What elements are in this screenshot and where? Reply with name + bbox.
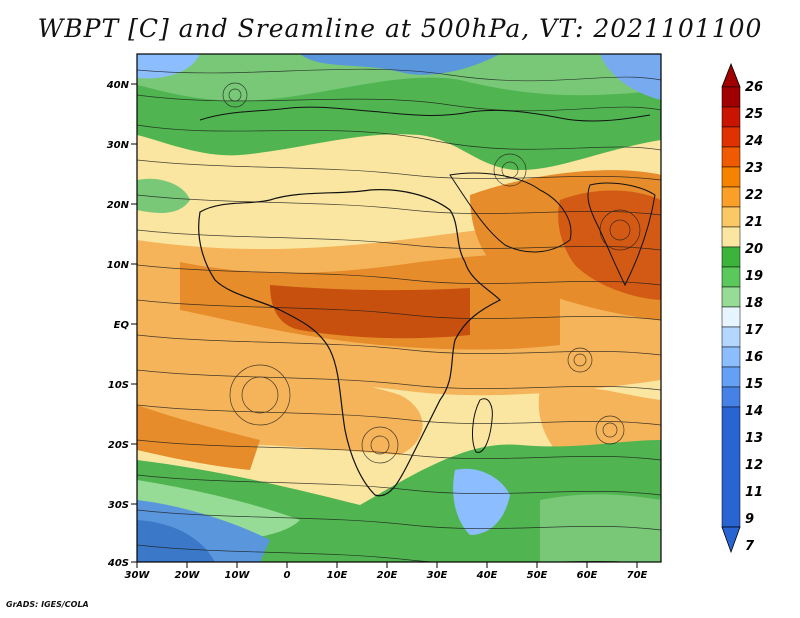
longitude-axis: 30W 20W 10W 0 10E 20E 30E 40E 50E 60E 70…: [125, 562, 648, 581]
colorbar-top-arrow: [721, 62, 741, 88]
colorbar-swatch-25-26: [721, 86, 741, 108]
colorbar-label-7: 7: [745, 539, 755, 554]
lon-label-10w: 10W: [225, 570, 251, 581]
lon-label-20e: 20E: [377, 570, 398, 581]
field-south-indian-blue: [453, 468, 510, 535]
credit-footer: GrADS: IGES/COLA: [6, 600, 89, 609]
colorbar-label-25: 25: [745, 107, 763, 122]
colorbar-swatch-18-19: [721, 226, 741, 248]
lat-label-40n: 40N: [106, 80, 130, 91]
lat-label-20n: 20N: [107, 200, 130, 211]
colorbar-swatch-23-24: [721, 126, 741, 148]
field-northwest-blue: [137, 54, 200, 79]
colorbar-swatch-7-9: [721, 406, 741, 528]
africa-coastline: [198, 189, 502, 497]
map-panel[interactable]: [137, 54, 661, 565]
lon-label-30w: 30W: [125, 570, 151, 581]
colorbar-swatch-15-16: [721, 286, 741, 308]
colorbar-swatch-12-13: [721, 346, 741, 368]
lon-label-20w: 20W: [175, 570, 201, 581]
colorbar-label-19: 19: [745, 269, 763, 284]
lat-label-eq: EQ: [114, 320, 130, 331]
colorbar-swatch-14-15: [721, 306, 741, 328]
colorbar-label-16: 16: [745, 350, 763, 365]
lat-label-40s: 40S: [107, 558, 129, 569]
colorbar-label-24: 24: [745, 134, 763, 149]
field-southwest-deep-blue: [137, 520, 215, 562]
colorbar-label-15: 15: [745, 377, 763, 392]
colorbar-swatch-9-11: [721, 386, 741, 408]
field-atlantic-green: [137, 178, 190, 213]
colorbar-label-20: 20: [745, 242, 763, 257]
field-arabian-red: [558, 190, 661, 300]
colorbar-swatch-22-23: [721, 146, 741, 168]
colorbar-label-23: 23: [745, 161, 763, 176]
lat-label-20s: 20S: [108, 440, 129, 451]
colorbar-label-21: 21: [745, 215, 763, 230]
lat-label-10n: 10N: [107, 260, 130, 271]
field-southwest-orange: [137, 405, 260, 470]
colorbar-label-12: 12: [745, 458, 763, 473]
colorbar-label-14: 14: [745, 404, 763, 419]
lon-label-50e: 50E: [527, 570, 548, 581]
colorbar-label-13: 13: [745, 431, 763, 446]
field-north-blue: [300, 54, 500, 75]
latitude-axis: 40N 30N 20N 10N EQ 10S 20S 30S 40S: [106, 80, 137, 569]
lon-label-10e: 10E: [327, 570, 348, 581]
lon-label-40e: 40E: [476, 570, 498, 581]
colorbar-swatch-17-18: [721, 246, 741, 268]
lon-label-60e: 60E: [577, 570, 598, 581]
colorbar-swatch-16-17: [721, 266, 741, 288]
lon-label-30e: 30E: [427, 570, 448, 581]
field-southeast-green: [540, 494, 661, 562]
colorbar-label-26: 26: [745, 80, 763, 95]
lat-label-30n: 30N: [107, 140, 130, 151]
colorbar-label-9: 9: [745, 512, 754, 527]
lon-label-70e: 70E: [627, 570, 648, 581]
map-frame: [136, 53, 662, 563]
lat-label-30s: 30S: [108, 500, 129, 511]
field-north-light-green: [137, 54, 661, 101]
colorbar-swatch-24-25: [721, 106, 741, 128]
lon-label-0: 0: [284, 570, 291, 581]
colorbar: 26 25 24 23 22 21 20 19 18 17 16 15 14 1…: [721, 62, 764, 554]
colorbar-bottom-arrow: [721, 526, 741, 554]
colorbar-swatch-20-21: [721, 186, 741, 208]
colorbar-label-11: 11: [745, 485, 763, 500]
lat-label-10s: 10S: [108, 380, 129, 391]
colorbar-swatch-19-20: [721, 206, 741, 228]
colorbar-label-17: 17: [745, 323, 764, 338]
streamlines: [137, 68, 661, 562]
madagascar-outline: [472, 398, 493, 453]
colorbar-label-22: 22: [745, 188, 763, 203]
colorbar-swatch-21-22: [721, 166, 741, 188]
colorbar-label-18: 18: [745, 296, 763, 311]
colorbar-swatch-13-14: [721, 326, 741, 348]
map-title: WBPT [C] and Sreamline at 500hPa, VT: 20…: [37, 14, 763, 43]
colorbar-swatch-11-12: [721, 366, 741, 388]
europe-coastline: [199, 106, 651, 122]
